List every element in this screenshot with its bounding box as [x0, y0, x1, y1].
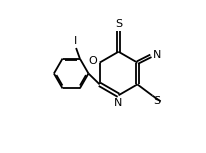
Text: N: N: [113, 98, 121, 108]
Text: S: S: [114, 19, 122, 29]
Text: S: S: [152, 96, 159, 106]
Text: I: I: [73, 36, 77, 46]
Text: O: O: [88, 56, 97, 66]
Text: N: N: [152, 50, 160, 60]
